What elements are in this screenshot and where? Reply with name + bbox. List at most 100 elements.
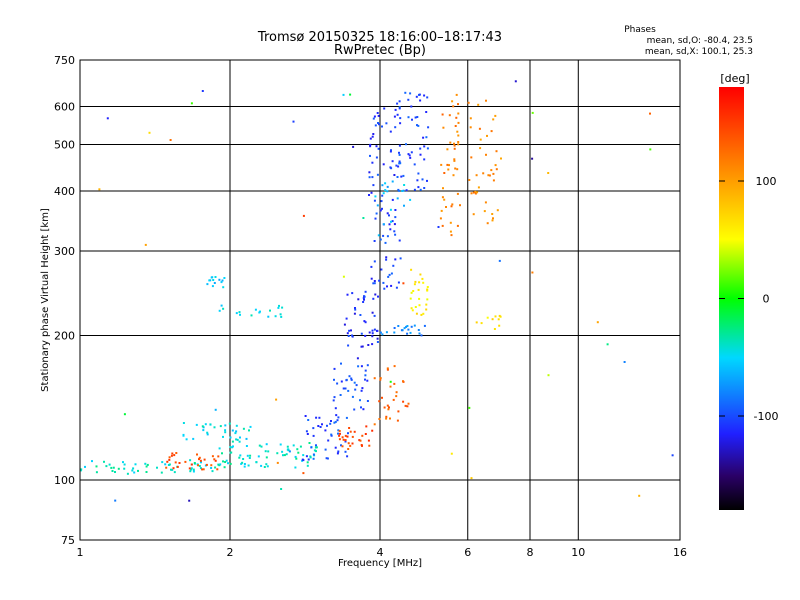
data-point bbox=[381, 207, 383, 210]
data-point bbox=[315, 444, 317, 447]
data-point bbox=[475, 321, 478, 324]
data-point bbox=[456, 168, 459, 171]
data-point bbox=[193, 462, 196, 464]
data-point bbox=[381, 194, 384, 197]
data-point bbox=[514, 80, 517, 83]
data-point bbox=[390, 149, 392, 152]
data-point bbox=[394, 216, 397, 219]
data-point bbox=[306, 464, 309, 467]
data-point bbox=[385, 122, 388, 125]
data-point bbox=[400, 175, 403, 178]
data-point bbox=[421, 277, 424, 280]
data-point bbox=[410, 105, 413, 108]
data-point bbox=[276, 452, 279, 455]
data-point bbox=[213, 458, 216, 461]
data-point bbox=[398, 153, 401, 156]
data-point bbox=[222, 460, 224, 463]
data-point bbox=[340, 380, 343, 383]
data-point bbox=[381, 184, 384, 187]
data-point bbox=[476, 191, 479, 194]
data-point bbox=[470, 156, 473, 159]
data-point bbox=[218, 447, 221, 450]
data-point bbox=[373, 199, 376, 202]
data-point bbox=[279, 443, 282, 446]
data-point bbox=[356, 357, 359, 360]
y-tick-label: 75 bbox=[61, 534, 75, 547]
data-point bbox=[169, 139, 172, 141]
data-point bbox=[379, 378, 382, 381]
data-point bbox=[390, 272, 393, 275]
data-point bbox=[441, 196, 444, 199]
data-point bbox=[423, 145, 426, 148]
data-point bbox=[453, 144, 456, 147]
data-point bbox=[455, 116, 458, 119]
data-point bbox=[390, 284, 393, 287]
data-point bbox=[498, 314, 501, 317]
data-point bbox=[455, 93, 458, 96]
data-point bbox=[283, 454, 286, 457]
data-point bbox=[238, 440, 241, 443]
data-point bbox=[366, 400, 369, 402]
data-point bbox=[397, 165, 400, 168]
data-point bbox=[279, 313, 282, 316]
data-point bbox=[79, 469, 82, 472]
data-point bbox=[315, 450, 317, 453]
data-point bbox=[393, 174, 396, 176]
data-point bbox=[405, 325, 408, 328]
data-point bbox=[365, 425, 368, 428]
data-point bbox=[456, 192, 459, 195]
data-point bbox=[171, 468, 174, 471]
data-point bbox=[371, 335, 374, 338]
data-point bbox=[231, 429, 234, 432]
data-point bbox=[375, 145, 378, 148]
data-point bbox=[449, 221, 452, 224]
data-point bbox=[425, 303, 428, 306]
data-point bbox=[479, 138, 482, 141]
data-point bbox=[386, 404, 389, 407]
data-point bbox=[450, 452, 453, 455]
data-point bbox=[411, 118, 413, 121]
data-point bbox=[91, 460, 93, 463]
data-point bbox=[337, 429, 340, 432]
data-point bbox=[497, 318, 500, 321]
data-point bbox=[161, 461, 164, 464]
data-point bbox=[333, 378, 335, 381]
data-point bbox=[368, 331, 371, 334]
data-point bbox=[437, 226, 440, 228]
data-point bbox=[423, 94, 426, 97]
data-point bbox=[260, 445, 263, 448]
data-point bbox=[495, 168, 498, 171]
data-point bbox=[383, 406, 386, 409]
data-point bbox=[364, 290, 367, 293]
data-point bbox=[309, 455, 312, 458]
data-point bbox=[239, 313, 241, 316]
data-point bbox=[280, 488, 283, 490]
data-point bbox=[108, 463, 111, 466]
data-point bbox=[302, 454, 305, 457]
data-point bbox=[342, 387, 345, 390]
data-point bbox=[388, 406, 390, 409]
data-point bbox=[410, 325, 413, 328]
data-point bbox=[349, 444, 352, 447]
data-point bbox=[95, 471, 98, 474]
data-point bbox=[294, 455, 297, 458]
data-point bbox=[474, 190, 477, 193]
data-point bbox=[263, 466, 266, 468]
data-point bbox=[190, 468, 193, 471]
data-point bbox=[277, 306, 280, 309]
data-point bbox=[399, 257, 402, 260]
data-point bbox=[404, 404, 407, 407]
data-point bbox=[325, 457, 328, 460]
data-point bbox=[373, 314, 376, 317]
data-point bbox=[98, 188, 101, 191]
data-point bbox=[456, 224, 459, 227]
data-point bbox=[417, 288, 420, 291]
colorbar-tick-label: -100 bbox=[754, 410, 779, 423]
data-point bbox=[349, 93, 352, 96]
data-point bbox=[385, 258, 388, 261]
data-point bbox=[373, 423, 376, 426]
data-point bbox=[485, 99, 487, 102]
data-point bbox=[419, 147, 422, 150]
data-point bbox=[334, 446, 337, 449]
data-point bbox=[453, 158, 456, 161]
